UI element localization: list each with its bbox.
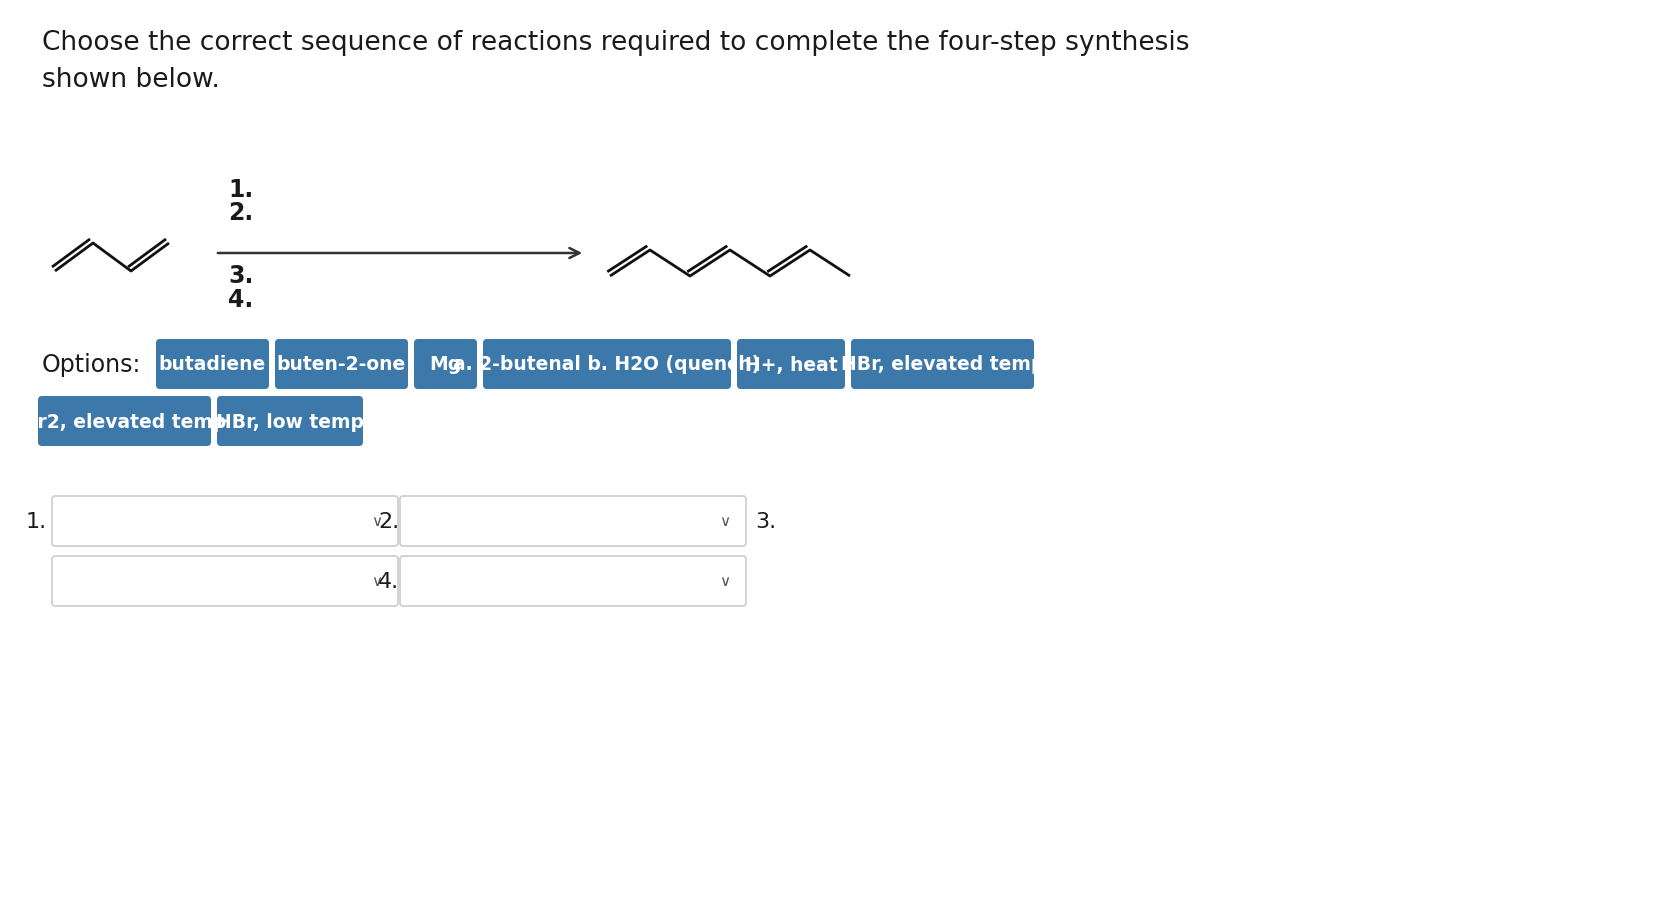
Text: Choose the correct sequence of reactions required to complete the four-step synt: Choose the correct sequence of reactions… [42,30,1190,56]
Text: Mg: Mg [430,355,461,374]
Text: 2.: 2. [378,511,399,531]
FancyBboxPatch shape [156,340,268,390]
Text: 2.: 2. [228,200,253,225]
FancyBboxPatch shape [414,340,477,390]
Text: shown below.: shown below. [42,67,220,93]
Text: ∨: ∨ [371,514,383,529]
FancyBboxPatch shape [52,496,398,547]
FancyBboxPatch shape [399,557,747,607]
FancyBboxPatch shape [52,557,398,607]
Text: HBr, low temp: HBr, low temp [216,412,364,431]
FancyBboxPatch shape [851,340,1034,390]
Text: H+, heat: H+, heat [745,355,837,374]
Text: 4.: 4. [228,288,253,312]
FancyBboxPatch shape [483,340,732,390]
FancyBboxPatch shape [737,340,846,390]
FancyBboxPatch shape [275,340,408,390]
FancyBboxPatch shape [216,396,362,446]
Text: ∨: ∨ [720,574,730,589]
FancyBboxPatch shape [399,496,747,547]
Text: 3.: 3. [755,511,777,531]
Text: 4.: 4. [378,571,399,591]
Text: 1.: 1. [25,511,47,531]
Text: Br2, elevated temp: Br2, elevated temp [23,412,227,431]
Text: butadiene: butadiene [159,355,267,374]
Text: ∨: ∨ [720,514,730,529]
Text: ∨: ∨ [371,574,383,589]
Text: 1.: 1. [228,178,253,201]
Text: 3.: 3. [228,263,253,288]
Text: a. 2-butenal b. H2O (quench): a. 2-butenal b. H2O (quench) [453,355,760,374]
Text: HBr, elevated temp: HBr, elevated temp [841,355,1044,374]
FancyBboxPatch shape [39,396,211,446]
Text: Options:: Options: [42,353,141,376]
Text: buten-2-one: buten-2-one [277,355,406,374]
